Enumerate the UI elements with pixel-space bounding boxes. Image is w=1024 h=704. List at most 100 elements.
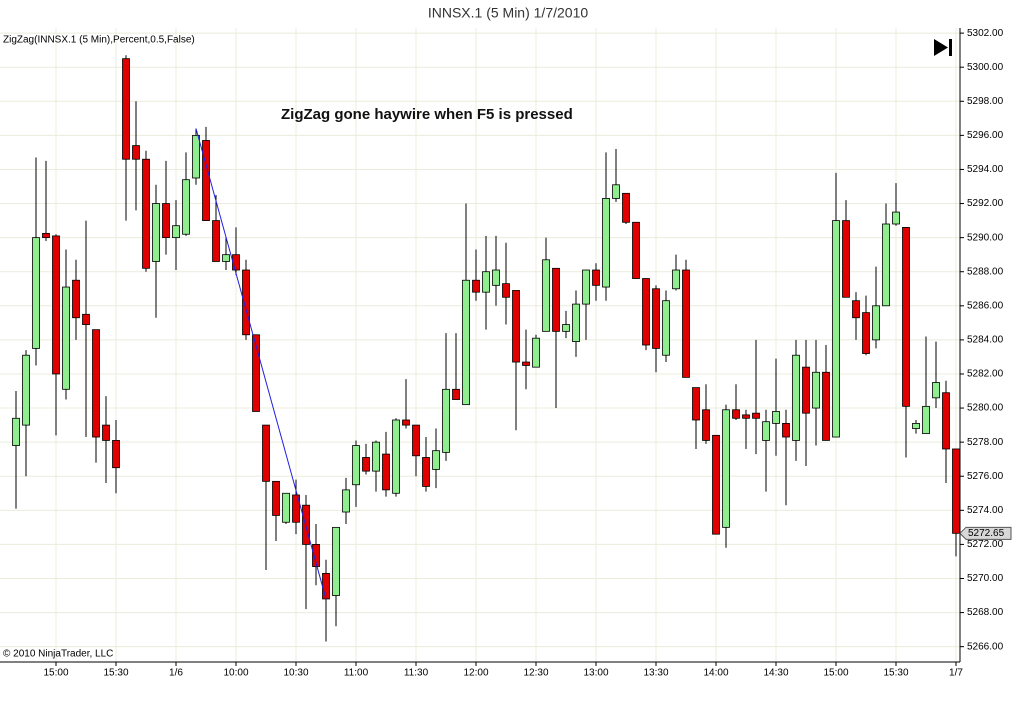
candle-body: [212, 220, 220, 262]
candle-body: [402, 419, 410, 426]
y-tick-label: 5282.00: [967, 369, 1004, 380]
candle-body: [502, 283, 510, 298]
annotation: ZigZag gone haywire when F5 is pressed: [281, 106, 573, 123]
candle-body: [782, 422, 790, 438]
x-tick-label: 12:00: [463, 668, 488, 679]
y-tick-label: 5270.00: [967, 573, 1004, 584]
x-tick-label: 10:30: [283, 668, 308, 679]
candle-body: [742, 414, 750, 419]
x-tick-label: 14:00: [703, 668, 728, 679]
candle-body: [812, 371, 820, 409]
candle-body: [162, 203, 170, 239]
candle-body: [802, 366, 810, 414]
candle-body: [192, 134, 200, 179]
x-tick-label: 10:00: [223, 668, 248, 679]
candle-body: [592, 269, 600, 286]
candle-body: [922, 405, 930, 435]
candle-body: [612, 184, 620, 199]
candle-body: [872, 305, 880, 341]
x-tick-label: 15:00: [823, 668, 848, 679]
candle-body: [242, 269, 250, 336]
candle-body: [362, 457, 370, 472]
candle-body: [92, 329, 100, 438]
candle-body: [342, 489, 350, 513]
chart-title: INNSX.1 (5 Min) 1/7/2010: [428, 5, 589, 21]
last-price-box: [959, 526, 1012, 540]
x-tick-label: 11:30: [404, 668, 429, 679]
candle-body: [102, 424, 110, 441]
x-tick-label: 1/6: [169, 668, 183, 679]
x-tick-label: 13:30: [643, 668, 668, 679]
candle-body: [32, 237, 40, 349]
candle-body: [852, 300, 860, 319]
candle-body: [352, 445, 360, 486]
candle-body: [532, 337, 540, 368]
y-tick-label: 5290.00: [967, 232, 1004, 243]
marks: [12, 55, 960, 642]
y-tick-label: 5288.00: [967, 266, 1004, 277]
candle-body: [652, 288, 660, 349]
candle-body: [632, 221, 640, 279]
copyright: © 2010 NinjaTrader, LLC: [3, 649, 113, 660]
indicator-label: ZigZag(INNSX.1 (5 Min),Percent,0.5,False…: [3, 35, 195, 46]
y-tick-label: 5268.00: [967, 607, 1004, 618]
candle-body: [12, 417, 20, 446]
candle-body: [832, 220, 840, 438]
candle-body: [322, 572, 330, 600]
play-icon-bar[interactable]: [949, 39, 952, 56]
candle-body: [382, 453, 390, 491]
y-tick-label: 5292.00: [967, 198, 1004, 209]
candle-body: [542, 259, 550, 332]
candle-body: [412, 424, 420, 457]
candle-body: [422, 457, 430, 487]
candle-body: [112, 440, 120, 469]
candle-body: [952, 448, 960, 534]
candle-body: [72, 279, 80, 319]
y-tick-label: 5286.00: [967, 300, 1004, 311]
x-tick-label: 1/7: [949, 668, 963, 679]
y-tick-label: 5276.00: [967, 471, 1004, 482]
y-tick-label: 5266.00: [967, 641, 1004, 652]
candle-body: [512, 290, 520, 363]
y-tick-label: 5272.00: [967, 539, 1004, 550]
x-tick-label: 13:00: [583, 668, 608, 679]
candle-body: [842, 220, 850, 298]
y-tick-label: 5302.00: [967, 28, 1004, 39]
candle-body: [232, 254, 240, 271]
candle-body: [152, 203, 160, 262]
candle-body: [122, 58, 130, 160]
y-tick-label: 5298.00: [967, 96, 1004, 107]
candle-body: [942, 392, 950, 450]
x-tick-label: 12:30: [523, 668, 548, 679]
candle-body: [682, 269, 690, 378]
candle-body: [82, 313, 90, 325]
candle-body: [762, 421, 770, 441]
candle-body: [572, 303, 580, 342]
candle-body: [862, 312, 870, 354]
candle-body: [792, 354, 800, 441]
candle-body: [932, 382, 940, 399]
y-tick-label: 5284.00: [967, 335, 1004, 346]
candle-body: [222, 254, 230, 262]
candle-body: [292, 494, 300, 523]
play-button[interactable]: [934, 39, 952, 56]
play-icon[interactable]: [934, 39, 948, 56]
candle-body: [712, 434, 720, 535]
candle-body: [372, 441, 380, 472]
candle-body: [182, 179, 190, 235]
y-tick-label: 5280.00: [967, 403, 1004, 414]
candle-body: [252, 334, 260, 412]
x-tick-label: 14:30: [763, 668, 788, 679]
x-tick-label: 15:30: [883, 668, 908, 679]
candle-body: [602, 198, 610, 288]
candle-body: [672, 269, 680, 290]
candle-body: [312, 544, 320, 567]
axes: 5266.00 5268.00 5270.00 5272.00 5274.00 5276.…: [0, 28, 1012, 679]
candle-body: [552, 267, 560, 332]
candle-body: [662, 300, 670, 356]
zigzag-line: [195, 128, 327, 600]
candle-body: [462, 279, 470, 406]
candle-body: [142, 158, 150, 269]
candle-body: [172, 225, 180, 239]
